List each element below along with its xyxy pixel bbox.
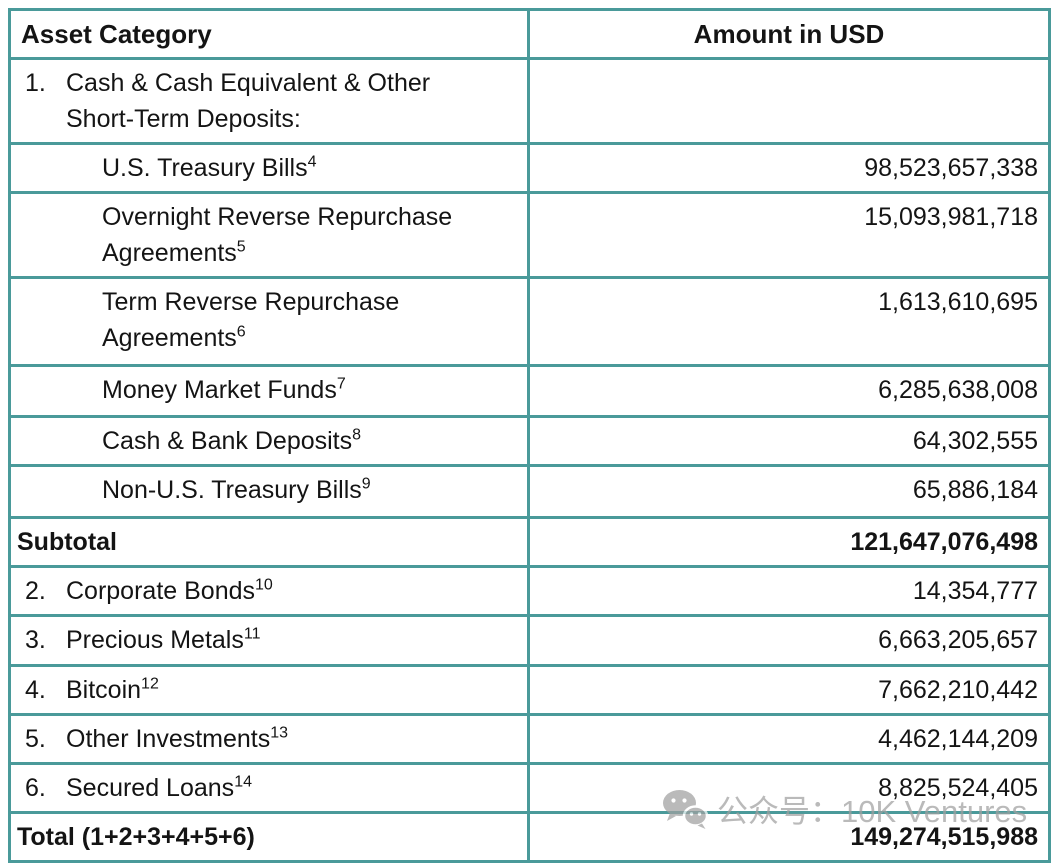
footnote-ref: 12 bbox=[141, 675, 159, 693]
row-amount: 14,354,777 bbox=[527, 565, 1051, 617]
footnote-ref: 8 bbox=[352, 426, 362, 444]
table-row-term-reverse-repo: Term Reverse Repurchase Agreements6 1,61… bbox=[8, 276, 1051, 367]
row-amount: 64,302,555 bbox=[527, 415, 1051, 467]
row-label: Subtotal bbox=[17, 528, 117, 556]
row-amount: 6,663,205,657 bbox=[527, 614, 1051, 667]
footnote-ref: 4 bbox=[307, 153, 317, 171]
table-row-overnight-reverse-repo: Overnight Reverse Repurchase Agreements5… bbox=[8, 191, 1051, 279]
row-label: Total (1+2+3+4+5+6) bbox=[17, 823, 255, 851]
table-row-corporate-bonds: 2. Corporate Bonds10 14,354,777 bbox=[8, 565, 1051, 617]
row-amount: 1,613,610,695 bbox=[527, 276, 1051, 367]
footnote-ref: 5 bbox=[236, 238, 246, 256]
row-number: 2. bbox=[25, 577, 46, 605]
table-row-non-us-treasury-bills: Non-U.S. Treasury Bills9 65,886,184 bbox=[8, 464, 1051, 519]
row-amount bbox=[527, 57, 1051, 145]
row-label: Precious Metals11 bbox=[66, 625, 261, 654]
row-label: Other Investments13 bbox=[66, 724, 289, 753]
row-label: Term Reverse Repurchase Agreements6 bbox=[102, 288, 400, 352]
row-amount: 4,462,144,209 bbox=[527, 713, 1051, 765]
footnote-ref: 14 bbox=[234, 773, 252, 791]
table-row-cash-bank-deposits: Cash & Bank Deposits8 64,302,555 bbox=[8, 415, 1051, 467]
row-amount: 6,285,638,008 bbox=[527, 364, 1051, 418]
row-label: Secured Loans14 bbox=[66, 773, 252, 802]
total-row: Total (1+2+3+4+5+6) 149,274,515,988 bbox=[8, 811, 1051, 863]
total-amount: 149,274,515,988 bbox=[527, 811, 1051, 863]
table-header-row: Asset Category Amount in USD bbox=[8, 8, 1051, 60]
table-row-other-investments: 5. Other Investments13 4,462,144,209 bbox=[8, 713, 1051, 765]
table-row-secured-loans: 6. Secured Loans14 8,825,524,405 bbox=[8, 762, 1051, 814]
row-label: Bitcoin12 bbox=[66, 675, 159, 704]
table-row-money-market-funds: Money Market Funds7 6,285,638,008 bbox=[8, 364, 1051, 418]
row-amount: 65,886,184 bbox=[527, 464, 1051, 519]
row-label: Cash & Bank Deposits8 bbox=[102, 426, 362, 455]
row-amount: 8,825,524,405 bbox=[527, 762, 1051, 814]
column-header-asset-category: Asset Category bbox=[8, 8, 530, 60]
table-row-precious-metals: 3. Precious Metals11 6,663,205,657 bbox=[8, 614, 1051, 667]
row-label: Cash & Cash Equivalent & Other Short-Ter… bbox=[66, 69, 431, 133]
row-amount: 7,662,210,442 bbox=[527, 664, 1051, 716]
asset-reserves-table: Asset Category Amount in USD 1. Cash & C… bbox=[8, 8, 1051, 863]
footnote-ref: 11 bbox=[243, 625, 261, 643]
row-number: 5. bbox=[25, 725, 46, 753]
table-row-bitcoin: 4. Bitcoin12 7,662,210,442 bbox=[8, 664, 1051, 716]
row-label: U.S. Treasury Bills4 bbox=[102, 153, 317, 182]
row-number: 6. bbox=[25, 774, 46, 802]
subtotal-amount: 121,647,076,498 bbox=[527, 516, 1051, 568]
row-label: Non-U.S. Treasury Bills9 bbox=[102, 475, 371, 504]
row-amount: 15,093,981,718 bbox=[527, 191, 1051, 279]
footnote-ref: 13 bbox=[270, 724, 289, 742]
row-number: 3. bbox=[25, 626, 46, 654]
table-row-cash-group: 1. Cash & Cash Equivalent & Other Short-… bbox=[8, 57, 1051, 145]
row-amount: 98,523,657,338 bbox=[527, 142, 1051, 194]
footnote-ref: 9 bbox=[361, 475, 371, 493]
column-header-amount-usd: Amount in USD bbox=[527, 8, 1051, 60]
footnote-ref: 6 bbox=[236, 323, 246, 341]
row-number: 1. bbox=[25, 69, 46, 97]
row-number: 4. bbox=[25, 676, 46, 704]
footnote-ref: 7 bbox=[336, 375, 346, 393]
row-label: Money Market Funds7 bbox=[102, 375, 346, 404]
row-label: Corporate Bonds10 bbox=[66, 576, 273, 605]
subtotal-row: Subtotal 121,647,076,498 bbox=[8, 516, 1051, 568]
table-row-us-treasury-bills: U.S. Treasury Bills4 98,523,657,338 bbox=[8, 142, 1051, 194]
row-label: Overnight Reverse Repurchase Agreements5 bbox=[102, 203, 453, 267]
footnote-ref: 10 bbox=[255, 576, 273, 594]
